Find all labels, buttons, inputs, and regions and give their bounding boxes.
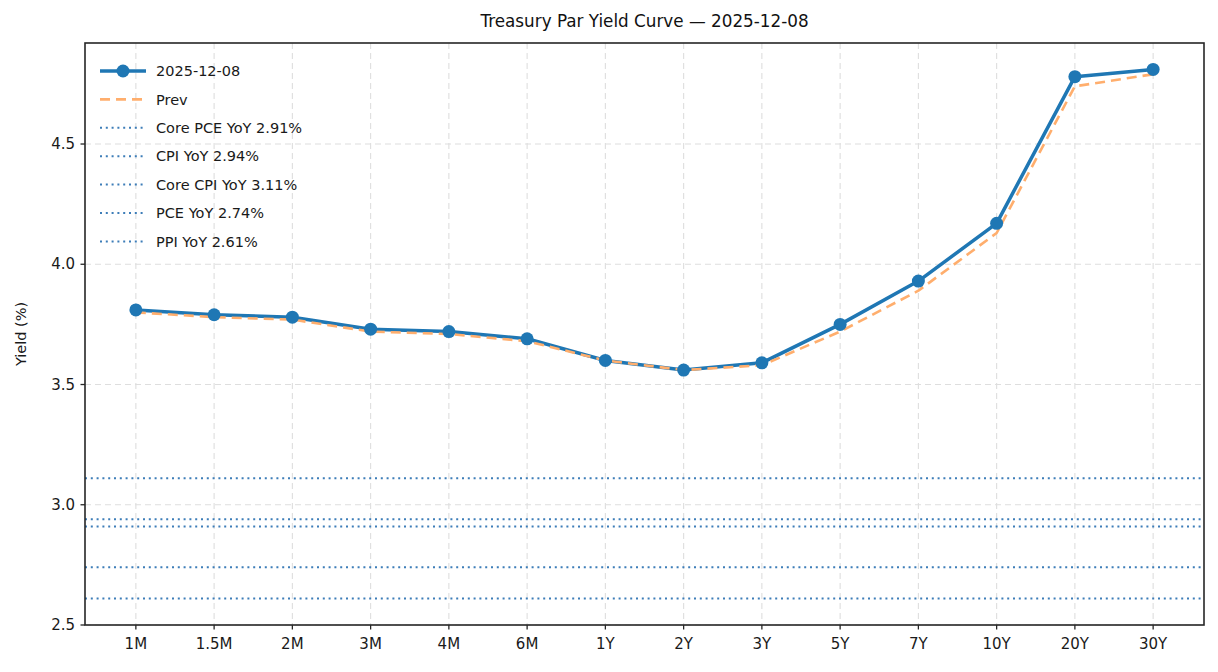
y-tick-label-2.5: 2.5 [51, 616, 75, 634]
legend-label: 2025-12-08 [156, 63, 240, 79]
data-point-3m [364, 323, 377, 336]
x-tick-label-7y: 7Y [909, 635, 929, 653]
reference-lines [85, 478, 1204, 598]
y-tick-label-3: 3.0 [51, 496, 75, 514]
x-tick-label-2m: 2M [281, 635, 304, 653]
data-point-4m [442, 325, 455, 338]
legend-label: PPI YoY 2.61% [156, 234, 258, 250]
legend-label: Prev [156, 92, 188, 108]
legend-label: Core CPI YoY 3.11% [156, 177, 297, 193]
x-tick-label-10y: 10Y [983, 635, 1012, 653]
legend-item-pce-yoy-2-74: PCE YoY 2.74% [100, 205, 264, 221]
x-tick-label-2y: 2Y [674, 635, 694, 653]
legend-marker-sample [117, 65, 130, 78]
data-point-10y [990, 217, 1003, 230]
data-point-30y [1147, 63, 1160, 76]
x-tick-label-30y: 30Y [1139, 635, 1168, 653]
x-tick-label-3y: 3Y [753, 635, 773, 653]
x-tick-label-1m: 1M [125, 635, 148, 653]
x-tick-label-1y: 1Y [596, 635, 616, 653]
data-point-20y [1068, 70, 1081, 83]
y-tick-label-3.5: 3.5 [51, 376, 75, 394]
x-tick-label-4m: 4M [438, 635, 461, 653]
x-tick-label-5y: 5Y [831, 635, 851, 653]
data-point-1-5m [208, 308, 221, 321]
figure: Treasury Par Yield Curve — 2025-12-08 Yi… [0, 0, 1218, 672]
data-point-6m [521, 332, 534, 345]
legend-item-core-pce-yoy-2-91: Core PCE YoY 2.91% [100, 120, 302, 136]
legend-label: PCE YoY 2.74% [156, 205, 264, 221]
data-point-3y [755, 356, 768, 369]
legend-item-core-cpi-yoy-3-11: Core CPI YoY 3.11% [100, 177, 297, 193]
data-point-2y [677, 364, 690, 377]
legend-item-cpi-yoy-2-94: CPI YoY 2.94% [100, 148, 259, 164]
y-tick-label-4.5: 4.5 [51, 135, 75, 153]
data-point-5y [834, 318, 847, 331]
legend: 2025-12-08 Prev Core PCE YoY 2.91% CPI YoY … [100, 63, 302, 249]
legend-item-2025-12-08: 2025-12-08 [100, 63, 240, 79]
data-point-1m [129, 303, 142, 316]
y-tick-label-4: 4.0 [51, 255, 75, 273]
legend-item-ppi-yoy-2-61: PPI YoY 2.61% [100, 234, 258, 250]
x-tick-label-3m: 3M [359, 635, 382, 653]
data-point-2m [286, 311, 299, 324]
legend-label: CPI YoY 2.94% [156, 148, 259, 164]
x-tick-label-20y: 20Y [1061, 635, 1090, 653]
x-tick-label-1-5m: 1.5M [196, 635, 233, 653]
legend-item-prev: Prev [100, 92, 188, 108]
yield-curve-chart: 1M 1.5M 2M 3M 4M 6M 1Y 2Y 3Y 5Y 7Y 10Y 20Y 30Y 2.5 3.0 3… [0, 0, 1218, 672]
data-point-1y [599, 354, 612, 367]
x-tick-label-6m: 6M [516, 635, 539, 653]
legend-label: Core PCE YoY 2.91% [156, 120, 302, 136]
data-point-7y [912, 275, 925, 288]
